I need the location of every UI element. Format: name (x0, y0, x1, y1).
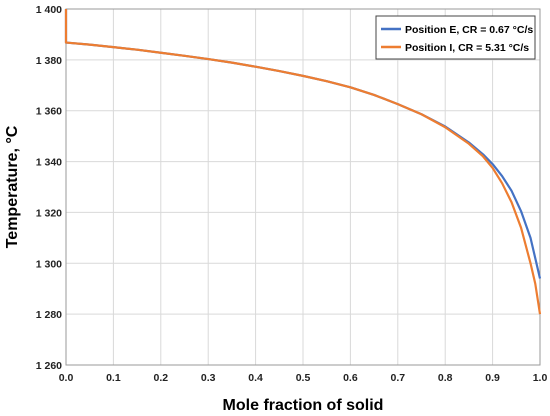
y-tick-label: 1 300 (36, 258, 62, 270)
x-axis-title: Mole fraction of solid (223, 397, 384, 414)
legend-box (375, 15, 536, 60)
legend: Position E, CR = 0.67 °C/s Position I, C… (375, 15, 536, 60)
x-tick-label: 1.0 (533, 372, 548, 384)
legend-label-position-e: Position E, CR = 0.67 °C/s (405, 24, 533, 36)
x-tick-label: 0.5 (296, 372, 311, 384)
plot-area (65, 8, 541, 366)
y-tick-label: 1 260 (36, 360, 62, 372)
grid (65, 8, 541, 366)
y-tick-label: 1 320 (36, 207, 62, 219)
y-tick-label: 1 340 (36, 157, 62, 169)
y-tick-label: 1 380 (36, 55, 62, 67)
x-tick-label: 0.0 (59, 372, 74, 384)
y-axis-title: Temperature, °C (4, 125, 21, 248)
y-tick-label: 1 360 (36, 106, 62, 118)
legend-label-position-i: Position I, CR = 5.31 °C/s (405, 42, 529, 54)
x-tick-label: 0.2 (153, 372, 168, 384)
y-axis-tick-labels: 1 260 1 280 1 300 1 320 1 340 1 360 1 380 1 400 (36, 4, 62, 372)
x-tick-label: 0.3 (201, 372, 216, 384)
series-line-1 (64, 9, 542, 315)
x-tick-label: 0.4 (248, 372, 263, 384)
y-tick-label: 1 400 (36, 4, 62, 16)
x-tick-label: 0.1 (106, 372, 121, 384)
x-axis-tick-labels: 0.0 0.1 0.2 0.3 0.4 0.5 0.6 0.7 0.8 0.9 1.0 (59, 372, 548, 384)
y-tick-label: 1 280 (36, 309, 62, 321)
x-tick-label: 0.7 (390, 372, 405, 384)
x-tick-label: 0.6 (343, 372, 358, 384)
series-layer (64, 9, 542, 315)
x-tick-label: 0.9 (485, 372, 500, 384)
x-tick-label: 0.8 (438, 372, 453, 384)
